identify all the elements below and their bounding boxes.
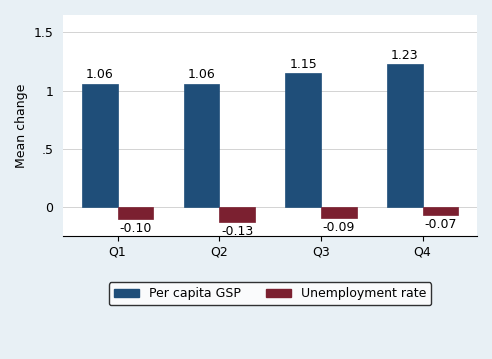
Bar xyxy=(219,207,255,222)
Text: 1.06: 1.06 xyxy=(187,68,215,81)
Text: -0.13: -0.13 xyxy=(221,225,253,238)
Bar xyxy=(184,84,219,207)
Text: -0.09: -0.09 xyxy=(323,220,355,234)
Bar xyxy=(118,207,153,219)
Bar xyxy=(82,84,118,207)
Text: 1.06: 1.06 xyxy=(86,68,114,81)
Bar xyxy=(423,207,458,215)
Bar xyxy=(285,73,321,207)
Legend: Per capita GSP, Unemployment rate: Per capita GSP, Unemployment rate xyxy=(109,282,431,306)
Text: -0.07: -0.07 xyxy=(424,218,457,231)
Text: 1.23: 1.23 xyxy=(391,48,419,62)
Text: 1.15: 1.15 xyxy=(289,58,317,71)
Bar xyxy=(387,64,423,207)
Text: -0.10: -0.10 xyxy=(119,222,152,235)
Bar xyxy=(321,207,357,218)
Y-axis label: Mean change: Mean change xyxy=(15,83,28,168)
